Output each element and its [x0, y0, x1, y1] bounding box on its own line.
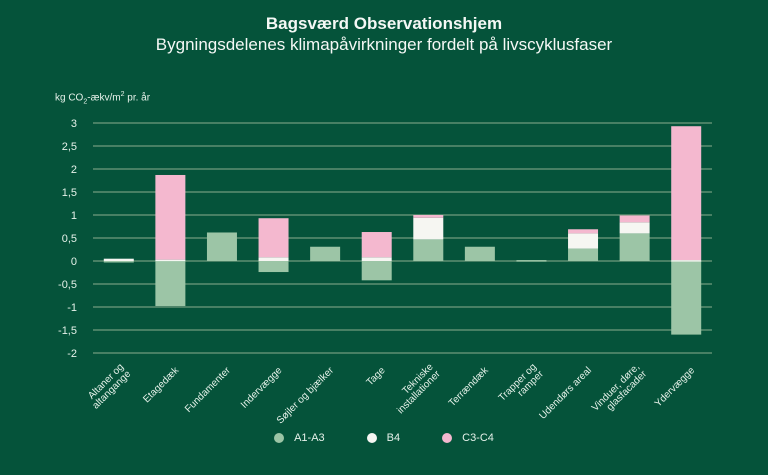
- x-tick-label: Vinduer, døre,glasfacader: [590, 361, 650, 421]
- legend-dot-icon: [274, 433, 285, 443]
- chart-title: Bagsværd Observationshjem: [265, 14, 503, 33]
- bar-b4: [258, 257, 289, 261]
- bar-b4: [155, 259, 186, 262]
- y-tick-label: 0: [71, 256, 77, 268]
- y-tick-label: -1: [67, 302, 77, 314]
- x-tick-label: Tekniskeinstallationer: [388, 361, 443, 416]
- x-tick-label: Fundamenter: [183, 365, 233, 415]
- y-tick-label: -1,5: [58, 325, 77, 337]
- bar-c3-c4: [671, 126, 702, 261]
- chart-subtitle: Bygningsdelenes klimapåvirkninger fordel…: [155, 35, 613, 54]
- bar-b4: [103, 258, 134, 261]
- bar-c3-c4: [568, 229, 599, 234]
- y-tick-label: -2: [67, 348, 77, 360]
- bar-c3-c4: [619, 215, 650, 223]
- x-tick-label: Indervægge: [239, 365, 285, 411]
- bar-b4: [413, 217, 444, 240]
- legend-dot-icon: [442, 433, 453, 443]
- bar-a1-a3: [413, 239, 444, 261]
- bar-a1-a3: [464, 246, 495, 261]
- y-axis-label: kg CO2-ækv/m2 pr. år: [55, 91, 151, 106]
- y-tick-label: -0,5: [58, 279, 77, 291]
- x-tick-label: Trapper ogramper: [497, 361, 547, 411]
- bar-a1-a3: [619, 233, 650, 261]
- legend-item-c3-c4[interactable]: C3-C4: [442, 432, 494, 444]
- bar-b4: [568, 233, 599, 249]
- bar-c3-c4: [155, 174, 186, 260]
- bar-b4: [619, 222, 650, 234]
- x-tick-label: Ydervægge: [653, 365, 698, 410]
- bar-b4: [361, 257, 392, 261]
- x-tick-label: Terrændæk: [447, 364, 492, 409]
- bar-c3-c4: [361, 232, 392, 258]
- x-tick-label: Udendørs areal: [537, 365, 594, 422]
- bar-a1-a3: [516, 260, 547, 262]
- x-tick-label: Tage: [365, 365, 388, 388]
- bar-c3-c4: [258, 218, 289, 258]
- bar-a1-a3: [361, 261, 392, 281]
- bar-a1-a3: [155, 261, 186, 307]
- bar-a1-a3: [206, 232, 237, 261]
- bar-a1-a3: [310, 246, 341, 261]
- legend: A1-A3 B4 C3-C4: [0, 432, 768, 444]
- bar-a1-a3: [103, 261, 134, 263]
- y-tick-label: 1: [71, 210, 77, 222]
- bar-a1-a3: [568, 248, 599, 261]
- y-tick-label: 2,5: [62, 141, 77, 153]
- y-tick-label: 0,5: [62, 233, 77, 245]
- legend-dot-icon: [366, 433, 377, 443]
- legend-item-a1-a3[interactable]: A1-A3: [274, 432, 325, 444]
- bar-a1-a3: [258, 261, 289, 273]
- bar-b4: [671, 260, 702, 262]
- bar-a1-a3: [671, 261, 702, 335]
- bar-c3-c4: [413, 215, 444, 218]
- y-tick-label: 3: [71, 118, 77, 130]
- x-tick-label: Søjler og bjælker: [275, 365, 337, 427]
- legend-item-b4[interactable]: B4: [366, 432, 400, 444]
- y-tick-label: 2: [71, 164, 77, 176]
- x-tick-label: Etagedæk: [141, 364, 182, 405]
- x-tick-label: Altaner ogaltangange: [83, 361, 133, 411]
- y-tick-label: 1,5: [62, 187, 77, 199]
